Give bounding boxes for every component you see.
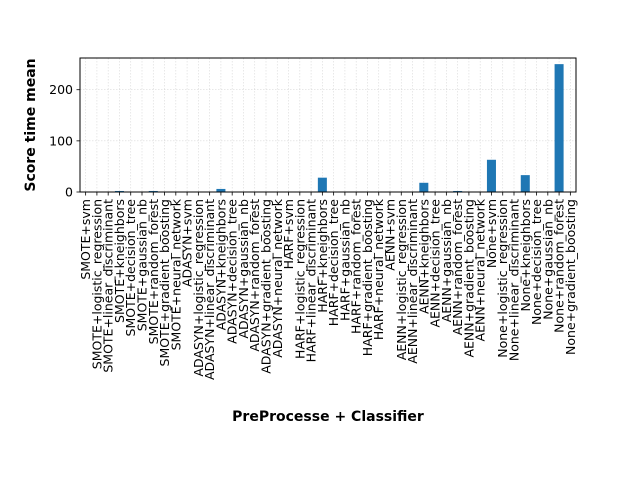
bar xyxy=(487,160,496,192)
y-tick-label: 200 xyxy=(49,82,73,97)
y-tick-label: 100 xyxy=(49,133,73,148)
bar xyxy=(521,175,530,192)
y-tick-label: 0 xyxy=(65,185,73,200)
x-axis-label: PreProcesse + Classifier xyxy=(232,409,424,425)
bar xyxy=(318,178,327,192)
bar xyxy=(419,183,428,192)
y-axis-label: Score time mean xyxy=(23,58,39,191)
x-tick-label: None+gradient_boosting xyxy=(563,199,578,355)
bar xyxy=(555,64,564,192)
